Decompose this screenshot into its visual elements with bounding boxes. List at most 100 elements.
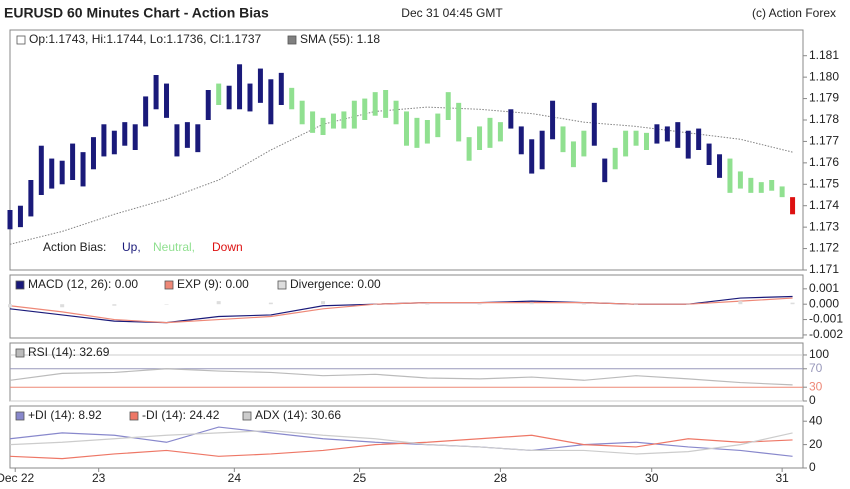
divergence-bar xyxy=(738,301,743,305)
divergence-bar xyxy=(634,304,639,305)
ohlc-bar xyxy=(299,100,305,125)
y-tick-label: 0 xyxy=(809,460,816,474)
bias-label: Action Bias: xyxy=(43,240,106,254)
indicator-line xyxy=(9,429,793,455)
chart-title: EURUSD 60 Minutes Chart - Action Bias xyxy=(4,5,269,21)
ohlc-bar xyxy=(487,117,493,148)
ohlc-bar xyxy=(508,109,514,129)
legend-label: -DI (14): 24.42 xyxy=(142,408,220,422)
ohlc-bar xyxy=(7,210,13,230)
x-tick-label: 25 xyxy=(353,471,367,485)
y-tick-label: 1.176 xyxy=(809,155,839,169)
ohlc-bar xyxy=(445,92,451,120)
y-tick-label: 40 xyxy=(809,413,823,427)
ohlc-bar xyxy=(748,177,754,193)
x-tick-label: Dec 22 xyxy=(0,471,35,485)
ohlc-bar xyxy=(790,197,796,215)
ohlc-bar xyxy=(393,100,399,125)
y-tick-label: 0.000 xyxy=(809,296,839,310)
legend-label: Down xyxy=(212,240,243,254)
ohlc-bar xyxy=(237,64,243,110)
ohlc-bar xyxy=(90,137,96,170)
divergence-bar xyxy=(8,304,12,308)
ohlc-bar xyxy=(696,128,702,150)
ohlc-bar xyxy=(623,130,629,157)
ohlc-bar xyxy=(372,92,378,116)
legend-label: +DI (14): 8.92 xyxy=(28,408,102,422)
divergence-bar xyxy=(529,302,534,305)
y-tick-label: 100 xyxy=(809,347,829,361)
ohlc-bar xyxy=(205,90,211,120)
panel-frame xyxy=(9,405,804,469)
ohlc-bar xyxy=(49,158,55,189)
ohlc-bar xyxy=(591,102,597,146)
y-tick-label: 70 xyxy=(809,361,823,375)
y-tick-label: 1.180 xyxy=(809,69,839,83)
legend-swatch xyxy=(242,411,252,421)
legend-label: Up, xyxy=(122,240,141,254)
y-tick-label: 1.178 xyxy=(809,112,839,126)
x-tick-label: 31 xyxy=(775,471,789,485)
y-tick-label: 30 xyxy=(809,379,823,393)
divergence-bar xyxy=(686,304,691,305)
divergence-bar xyxy=(425,304,430,305)
copyright: (c) Action Forex xyxy=(752,6,836,20)
ohlc-bar xyxy=(278,72,284,105)
ohlc-bar xyxy=(38,145,44,195)
panel-frame xyxy=(9,29,804,271)
ohlc-bar xyxy=(101,124,107,157)
legend-swatch xyxy=(129,411,139,421)
legend-swatch xyxy=(15,280,25,290)
x-tick-label: 30 xyxy=(645,471,659,485)
y-tick-label: 0.001 xyxy=(809,281,839,295)
ohlc-bar xyxy=(560,126,566,153)
legend-label: Neutral, xyxy=(153,240,195,254)
legend-label: MACD (12, 26): 0.00 xyxy=(28,277,138,291)
legend-swatch xyxy=(164,280,174,290)
y-tick-label: 1.171 xyxy=(809,262,839,276)
divergence-bar xyxy=(164,304,169,305)
indicator-line xyxy=(9,434,793,460)
y-tick-label: 0 xyxy=(809,393,816,407)
y-tick-label: 1.172 xyxy=(809,241,839,255)
ohlc-bar xyxy=(351,100,357,129)
ohlc-bar xyxy=(727,158,733,193)
divergence-bar xyxy=(321,301,326,305)
ohlc-bar xyxy=(539,130,545,170)
ohlc-bar xyxy=(529,139,535,174)
ohlc-bar xyxy=(341,111,347,129)
legend-swatch xyxy=(287,35,297,45)
ohlc-bar xyxy=(466,137,472,161)
ohlc-bar xyxy=(404,111,409,146)
ohlc-bar xyxy=(268,79,274,125)
ohlc-bar xyxy=(70,143,76,180)
divergence-bar xyxy=(216,301,221,305)
ohlc-bar xyxy=(779,186,785,198)
ohlc-bar xyxy=(570,141,576,168)
ohlc-bar xyxy=(122,122,128,146)
ohlc-bar xyxy=(477,126,483,150)
indicator-line xyxy=(9,297,793,324)
legend-label: Divergence: 0.00 xyxy=(290,277,381,291)
legend-label: EXP (9): 0.00 xyxy=(177,277,249,291)
ohlc-bar xyxy=(456,102,462,142)
x-tick-label: 28 xyxy=(494,471,508,485)
legend-label: SMA (55): 1.18 xyxy=(300,32,380,46)
ohlc-bar xyxy=(216,83,222,105)
divergence-bar xyxy=(477,304,482,305)
ohlc-bar xyxy=(685,130,691,159)
legend-label: ADX (14): 30.66 xyxy=(255,408,341,422)
ohlc-bar xyxy=(643,132,649,150)
ohlc-bar xyxy=(195,124,201,153)
ohlc-bar xyxy=(435,113,441,138)
ohlc-bar xyxy=(612,147,618,170)
divergence-bar xyxy=(790,302,795,305)
x-tick-label: 24 xyxy=(228,471,242,485)
ohlc-bar xyxy=(174,124,180,157)
ohlc-bar xyxy=(654,124,660,144)
ohlc-bar xyxy=(550,100,556,140)
y-tick-label: 1.175 xyxy=(809,176,839,190)
ohlc-bar xyxy=(424,120,430,144)
ohlc-bar xyxy=(675,122,681,148)
